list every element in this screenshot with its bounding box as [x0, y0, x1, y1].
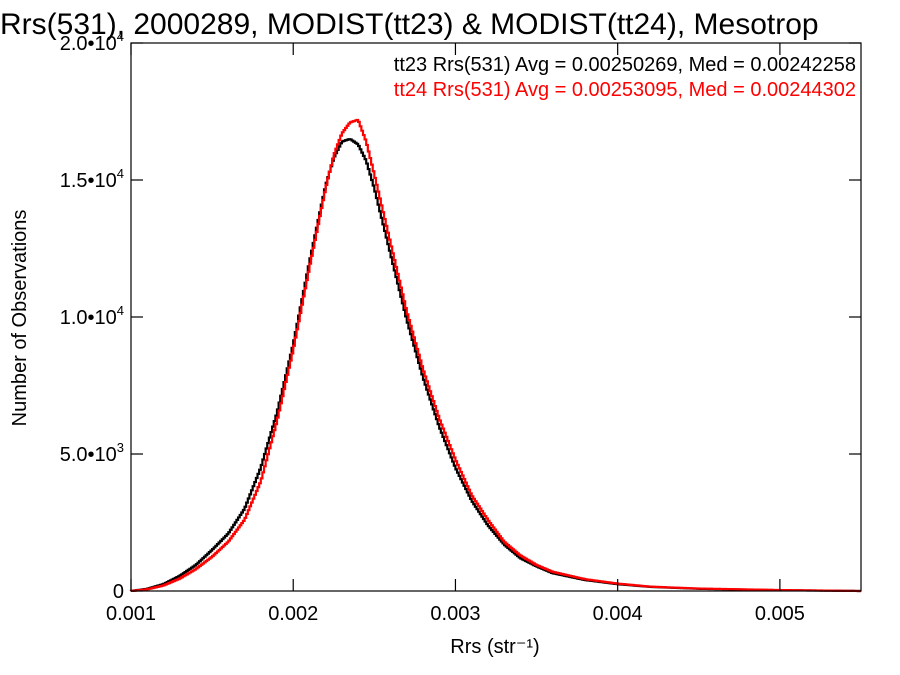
legend-entry-tt23: tt23 Rrs(531) Avg = 0.00250269, Med = 0.… — [394, 54, 856, 76]
y-tick-label: 1.0•104 — [60, 303, 124, 329]
x-axis-ticks: 0.001 0.002 0.003 0.004 0.005 — [106, 43, 805, 625]
x-tick-label: 0.001 — [106, 603, 156, 625]
y-tick-label: 0 — [113, 581, 124, 603]
x-axis-label: Rrs (str⁻¹) — [450, 636, 539, 658]
x-tick-label: 0.004 — [593, 603, 643, 625]
x-tick-label: 0.002 — [268, 603, 318, 625]
chart-title: Rrs(531), 2000289, MODIST(tt23) & MODIST… — [0, 8, 819, 41]
x-tick-label: 0.003 — [430, 603, 480, 625]
y-tick-label: 5.0•103 — [60, 440, 124, 466]
y-axis-ticks: 0 5.0•103 1.0•104 1.5•104 2.0•104 — [60, 29, 861, 603]
series-line-tt24 — [129, 118, 861, 593]
legend-entry-tt24: tt24 Rrs(531) Avg = 0.00253095, Med = 0.… — [394, 79, 856, 101]
y-tick-label: 2.0•104 — [60, 29, 124, 55]
y-axis-label: Number of Observations — [9, 210, 31, 427]
x-tick-label: 0.005 — [755, 603, 805, 625]
series-layer — [129, 118, 861, 593]
y-tick-label: 1.5•104 — [60, 166, 124, 192]
